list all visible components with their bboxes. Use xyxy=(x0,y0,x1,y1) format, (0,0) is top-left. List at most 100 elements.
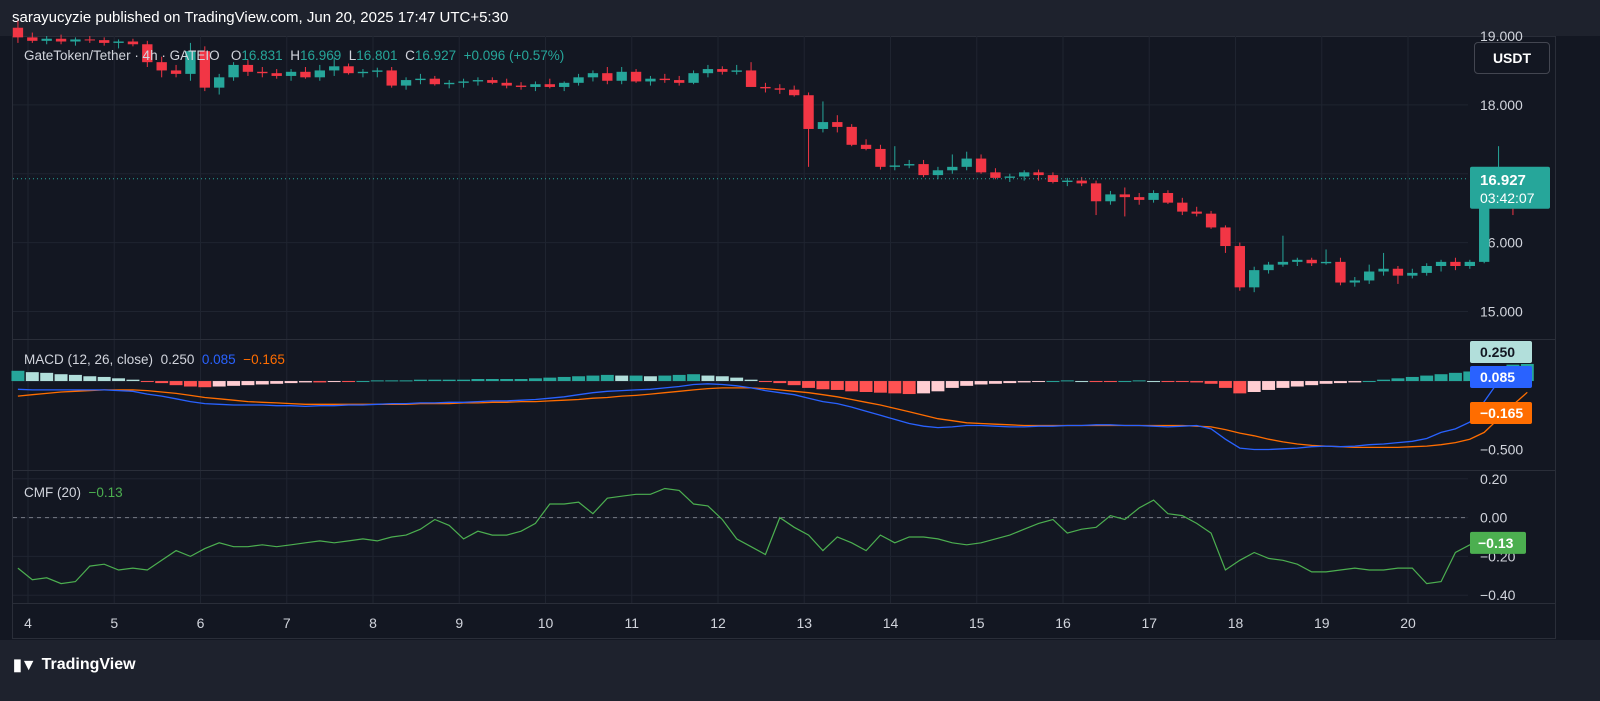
candle-body xyxy=(1249,270,1260,288)
last-price-badge xyxy=(1470,166,1550,209)
candle-body xyxy=(1047,175,1059,182)
candle-body xyxy=(1162,193,1174,203)
candle-body xyxy=(271,73,282,76)
candle-body xyxy=(156,62,167,71)
candle-body xyxy=(357,71,369,74)
macd-histogram-bar xyxy=(356,381,370,383)
macd-histogram-bar xyxy=(744,379,758,382)
symbol-name[interactable]: GateToken/Tether · 4h · GATEIO xyxy=(24,48,220,63)
time-tick-label: 7 xyxy=(283,615,291,631)
price-tick-label: 16.000 xyxy=(1480,235,1523,251)
candle-body xyxy=(860,144,872,149)
candle-body xyxy=(113,41,124,43)
candle-body xyxy=(760,86,771,89)
macd-histogram-bar xyxy=(859,381,873,392)
candle-body xyxy=(846,126,857,145)
candle-body xyxy=(1464,261,1475,267)
macd-histogram-bar xyxy=(787,381,801,386)
macd-histogram-bar xyxy=(1348,381,1362,383)
candle-body xyxy=(602,73,613,81)
candle-body xyxy=(444,82,455,85)
candle-body xyxy=(616,71,627,81)
candle-body xyxy=(27,37,38,41)
macd-badge-text: 0.250 xyxy=(1480,344,1515,360)
candle-body xyxy=(1378,268,1389,272)
candle-body xyxy=(803,95,814,129)
tradingview-brand[interactable]: ▮▼ TradingView xyxy=(13,655,136,675)
candle-body xyxy=(415,78,426,81)
macd-histogram-bar xyxy=(169,381,183,386)
cmf-line xyxy=(17,487,1513,585)
macd-histogram-bar xyxy=(1003,381,1017,384)
candle-body xyxy=(789,89,800,96)
macd-histogram-bar xyxy=(183,381,197,387)
macd-histogram-bar xyxy=(514,379,528,382)
candle-body xyxy=(817,122,829,129)
macd-histogram-bar xyxy=(1118,381,1132,383)
close-value: 16.927 xyxy=(414,48,457,63)
macd-histogram-bar xyxy=(1333,381,1347,384)
macd-value-badge xyxy=(1470,341,1532,363)
macd-histogram-bar xyxy=(370,380,384,382)
cmf-legend[interactable]: CMF (20) −0.13 xyxy=(24,485,123,500)
macd-legend[interactable]: MACD (12, 26, close) 0.250 0.085 −0.165 xyxy=(24,352,285,367)
candle-body xyxy=(975,158,987,173)
currency-button[interactable]: USDT xyxy=(1474,42,1550,74)
candle-body xyxy=(185,51,196,74)
macd-histogram-bar xyxy=(25,372,39,382)
macd-histogram-bar xyxy=(773,381,787,384)
macd-histogram-bar xyxy=(917,381,931,394)
candle-body xyxy=(1004,176,1015,178)
candle-body xyxy=(1421,266,1432,273)
macd-histogram-bar xyxy=(687,374,701,382)
candle-body xyxy=(1277,261,1289,265)
macd-histogram-bar xyxy=(83,376,97,382)
macd-histogram-bar xyxy=(802,381,816,388)
macd-histogram-bar xyxy=(1463,371,1477,382)
symbol-legend[interactable]: GateToken/Tether · 4h · GATEIO O16.831 H… xyxy=(24,48,564,63)
macd-label[interactable]: MACD (12, 26, close) xyxy=(24,352,154,367)
candle-body xyxy=(918,164,929,176)
macd-histogram-bar xyxy=(557,376,571,382)
candle-body xyxy=(70,39,81,42)
price-tick-label: 15.000 xyxy=(1480,303,1523,319)
candle-body xyxy=(329,66,340,71)
candle-body xyxy=(372,70,383,72)
candle-body xyxy=(429,78,440,85)
candle-body xyxy=(1177,202,1188,212)
macd-histogram-bar xyxy=(112,378,126,382)
macd-histogram-bar xyxy=(1175,381,1189,383)
macd-histogram-bar xyxy=(715,376,729,382)
cmf-tick-label: 0.00 xyxy=(1480,510,1507,526)
chart-frame[interactable] xyxy=(12,36,1556,639)
macd-histogram-bar xyxy=(830,381,844,390)
high-value: 16.969 xyxy=(299,48,342,63)
candle-body xyxy=(832,122,843,127)
macd-histogram-bar xyxy=(68,374,82,382)
cmf-tick-label: −0.40 xyxy=(1480,587,1516,603)
macd-histogram-bar xyxy=(629,375,643,382)
candle-body xyxy=(889,165,900,167)
candle-body xyxy=(659,78,670,81)
time-tick-label: 6 xyxy=(197,615,205,631)
macd-histogram-bar xyxy=(1075,381,1089,383)
candle-body xyxy=(285,71,297,76)
time-tick-label: 12 xyxy=(710,615,726,631)
candle-body xyxy=(458,81,469,83)
candle-body xyxy=(530,84,541,87)
candle-body xyxy=(1364,271,1375,281)
macd-histogram-bar xyxy=(212,381,226,387)
cmf-label[interactable]: CMF (20) xyxy=(24,485,81,500)
macd-histogram-bar xyxy=(1290,381,1304,387)
time-tick-label: 10 xyxy=(538,615,554,631)
candle-body xyxy=(228,64,239,78)
macd-histogram-bar xyxy=(198,381,212,388)
candle-body xyxy=(515,85,527,87)
macd-line xyxy=(17,374,1528,451)
candle-body xyxy=(688,73,699,83)
candle-body xyxy=(904,164,915,166)
candle-body xyxy=(774,88,785,90)
candle-body xyxy=(1191,211,1202,214)
macd-histogram-bar xyxy=(1046,381,1060,383)
